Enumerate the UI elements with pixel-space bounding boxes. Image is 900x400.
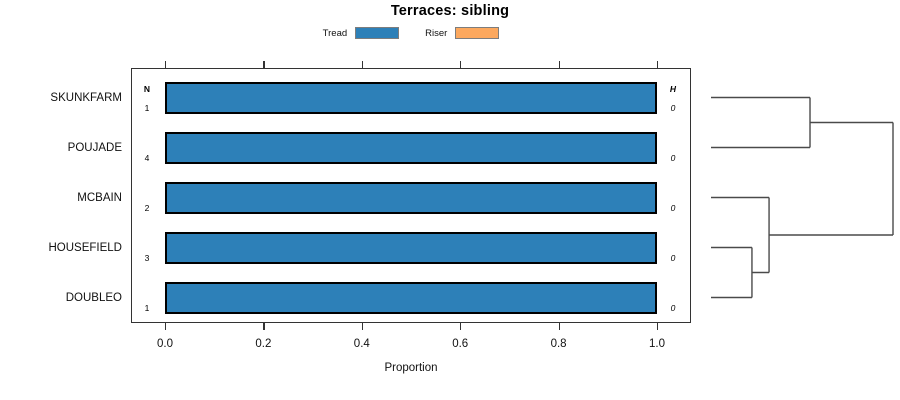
x-tick-bottom [558,323,560,330]
legend: Tread Riser [131,24,691,42]
h-column-header: H [669,83,677,94]
n-column-header: N [143,83,151,94]
y-axis-label: HOUSEFIELD [48,241,123,254]
y-axis-label: POUJADE [67,141,122,154]
x-tick-top [657,61,659,68]
y-axis-label: MCBAIN [77,191,122,204]
x-tick-label: 0.6 [452,338,469,350]
legend-item-tread: Tread [322,27,400,39]
x-tick-bottom [460,323,462,330]
x-tick-label: 0.2 [255,338,272,350]
h-value: 0 [670,202,676,213]
x-tick-label: 1.0 [649,338,665,350]
legend-item-riser: Riser [425,27,500,39]
bar-tread [165,131,657,164]
bar-tread [165,231,657,264]
h-value: 0 [670,152,676,163]
n-value: 2 [144,202,150,213]
legend-label: Tread [322,27,348,39]
legend-swatch-tread [355,27,400,39]
bar-tread [165,81,657,114]
x-tick-top [263,61,265,68]
n-value: 4 [144,152,150,163]
x-tick-bottom [165,323,167,330]
chart-title: Terraces: sibling [390,3,510,19]
x-tick-label: 0.8 [550,338,567,350]
x-tick-bottom [657,323,659,330]
y-axis-label: DOUBLEO [65,291,122,304]
n-value: 1 [144,102,150,113]
bar-tread [165,181,657,214]
x-tick-top [558,61,560,68]
x-axis-title: Proportion [384,362,438,374]
x-tick-label: 0.4 [353,338,370,350]
x-tick-top [165,61,167,68]
legend-label: Riser [425,27,448,39]
x-tick-top [361,61,363,68]
h-value: 0 [670,102,676,113]
x-tick-bottom [361,323,363,330]
h-value: 0 [670,252,676,263]
h-value: 0 [670,302,676,313]
y-axis-label: SKUNKFARM [50,91,122,104]
n-value: 1 [144,302,150,313]
x-tick-bottom [263,323,265,330]
bar-tread [165,281,657,314]
legend-swatch-riser [455,27,500,39]
x-tick-label: 0.0 [157,338,173,350]
x-tick-top [460,61,462,68]
n-value: 3 [144,252,150,263]
